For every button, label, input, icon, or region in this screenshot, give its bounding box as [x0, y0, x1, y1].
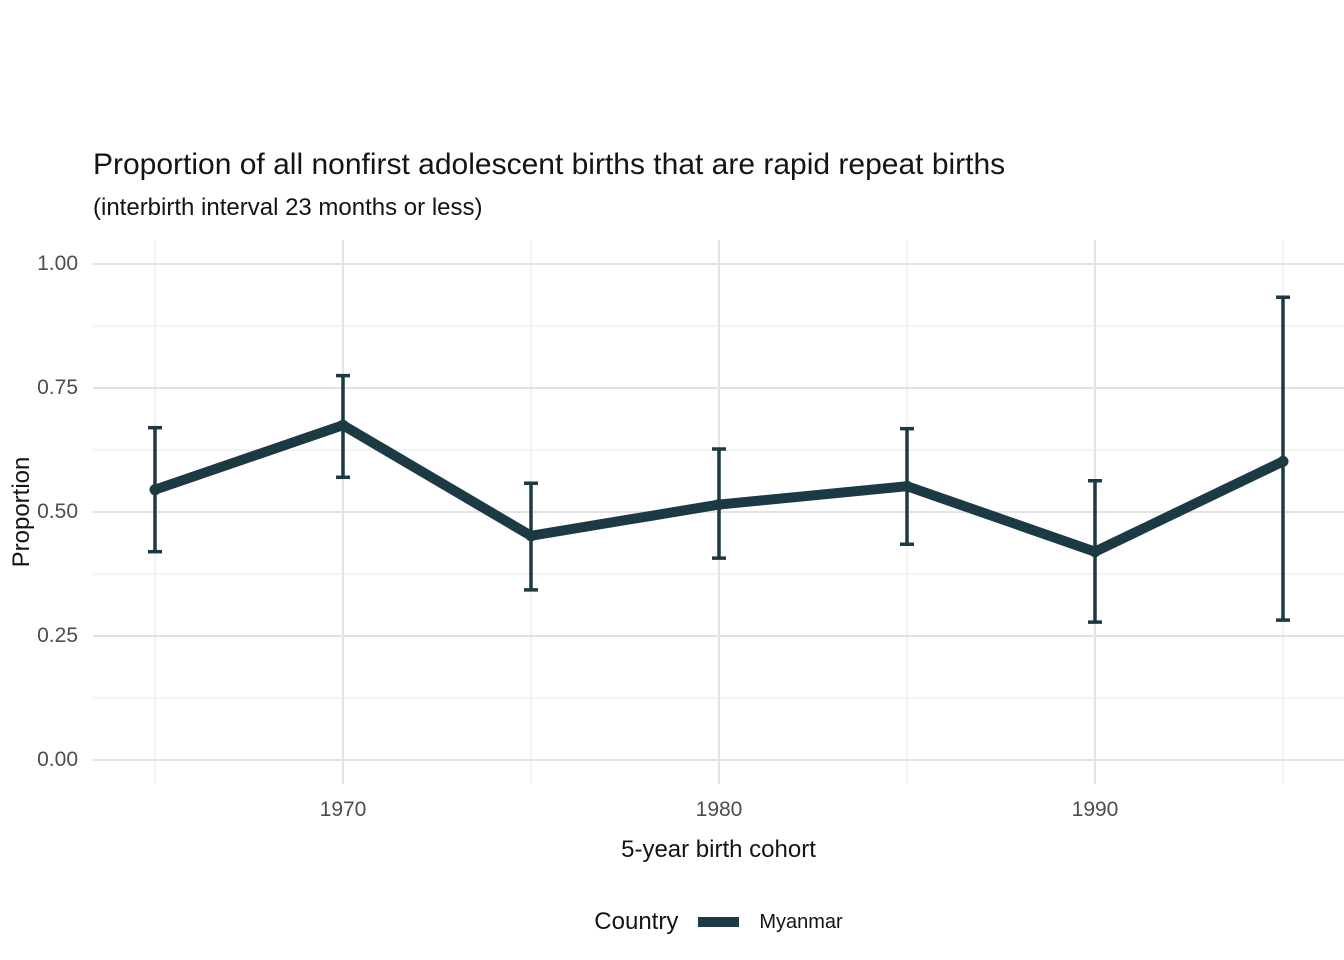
- x-tick-label: 1980: [695, 798, 743, 821]
- data-point: [149, 484, 161, 496]
- data-point: [901, 480, 913, 492]
- y-tick-label: 0.25: [37, 624, 78, 647]
- y-tick-label: 0.00: [37, 748, 78, 771]
- chart-subtitle: (interbirth interval 23 months or less): [93, 194, 483, 221]
- data-point: [1089, 546, 1101, 558]
- data-point: [525, 530, 537, 542]
- legend: Country Myanmar: [93, 902, 1344, 942]
- y-tick-label: 0.75: [37, 376, 78, 399]
- data-point: [713, 499, 725, 511]
- data-point: [1277, 455, 1289, 467]
- chart-title: Proportion of all nonfirst adolescent bi…: [93, 148, 1006, 181]
- legend-line-swatch: [698, 917, 740, 927]
- x-axis-title: 5-year birth cohort: [621, 836, 816, 863]
- data-point: [337, 419, 349, 431]
- x-tick-label: 1970: [319, 798, 367, 821]
- y-tick-label: 0.50: [37, 500, 78, 523]
- y-tick-label: 1.00: [37, 252, 78, 275]
- legend-title: Country: [594, 908, 679, 935]
- x-tick-label: 1990: [1071, 798, 1119, 821]
- legend-label-myanmar: Myanmar: [759, 910, 843, 933]
